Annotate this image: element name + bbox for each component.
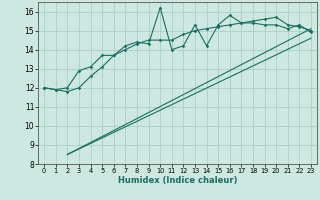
X-axis label: Humidex (Indice chaleur): Humidex (Indice chaleur) bbox=[118, 176, 237, 185]
